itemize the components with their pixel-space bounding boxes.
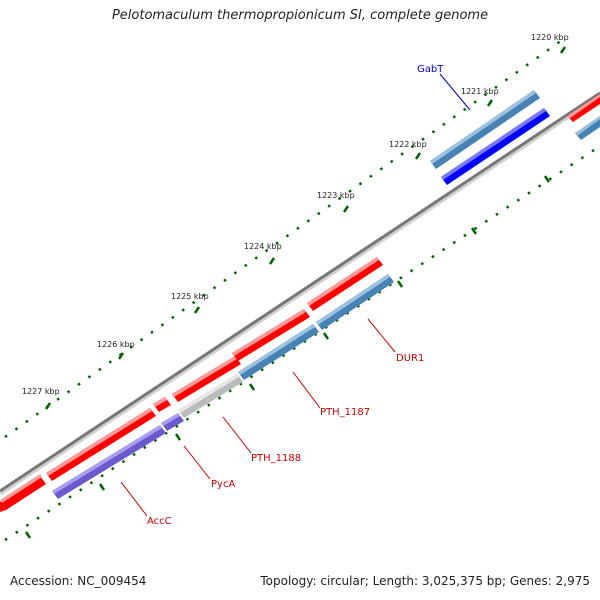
gene-pth-1188[interactable] <box>178 374 243 418</box>
gene-label-dur1[interactable]: DUR1 <box>396 353 424 364</box>
gene-block[interactable] <box>46 408 156 481</box>
inner-major-ticks <box>24 175 551 539</box>
gene-accc[interactable] <box>52 425 166 499</box>
tick-label: 1222 kbp <box>389 140 427 149</box>
reverse-strand-genes <box>52 90 600 499</box>
gene-block[interactable] <box>0 476 46 512</box>
gene-pyca[interactable] <box>161 413 184 431</box>
gene-block[interactable] <box>172 356 241 402</box>
gene-block[interactable] <box>232 309 310 361</box>
genome-backbone-shadow <box>0 92 600 496</box>
forward-strand-genes <box>0 94 600 512</box>
gene-block[interactable] <box>153 397 171 412</box>
gene-pth-1187[interactable] <box>238 324 319 380</box>
gene-label-pth-1188[interactable]: PTH_1188 <box>251 453 301 464</box>
label-leaders <box>120 73 471 517</box>
outer-tick-track <box>4 36 566 439</box>
inner-tick-track <box>4 144 600 542</box>
tick-label: 1221 kbp <box>461 87 499 96</box>
gene-label-accc[interactable]: AccC <box>147 516 172 527</box>
tick-label: 1227 kbp <box>22 387 60 396</box>
gene-dur1[interactable] <box>316 274 394 330</box>
gene-labels: GabT DUR1 PTH_1187 PTH_1188 PycA AccC <box>147 64 444 527</box>
accession-text: Accession: NC_009454 <box>10 574 147 588</box>
tick-label: 1223 kbp <box>317 191 355 200</box>
tick-label: 1220 kbp <box>531 33 569 42</box>
gene-gabt[interactable] <box>430 90 540 169</box>
tick-label: 1226 kbp <box>97 340 135 349</box>
gene-gabt-selected[interactable] <box>441 108 550 185</box>
outer-major-ticks <box>44 46 567 410</box>
gene-block[interactable] <box>307 257 383 311</box>
tick-label: 1224 kbp <box>244 242 282 251</box>
gene-label-gabt[interactable]: GabT <box>417 64 444 75</box>
gene-label-pth-1187[interactable]: PTH_1187 <box>320 407 370 418</box>
genome-title: Pelotomaculum thermopropionicum SI, comp… <box>111 8 489 23</box>
kbp-labels: 1220 kbp 1221 kbp 1222 kbp 1223 kbp 1224… <box>22 33 569 396</box>
tick-label: 1225 kbp <box>171 292 209 301</box>
genome-backbone <box>0 91 600 493</box>
gene-label-pyca[interactable]: PycA <box>211 479 235 490</box>
genome-info-text: Topology: circular; Length: 3,025,375 bp… <box>260 574 590 588</box>
